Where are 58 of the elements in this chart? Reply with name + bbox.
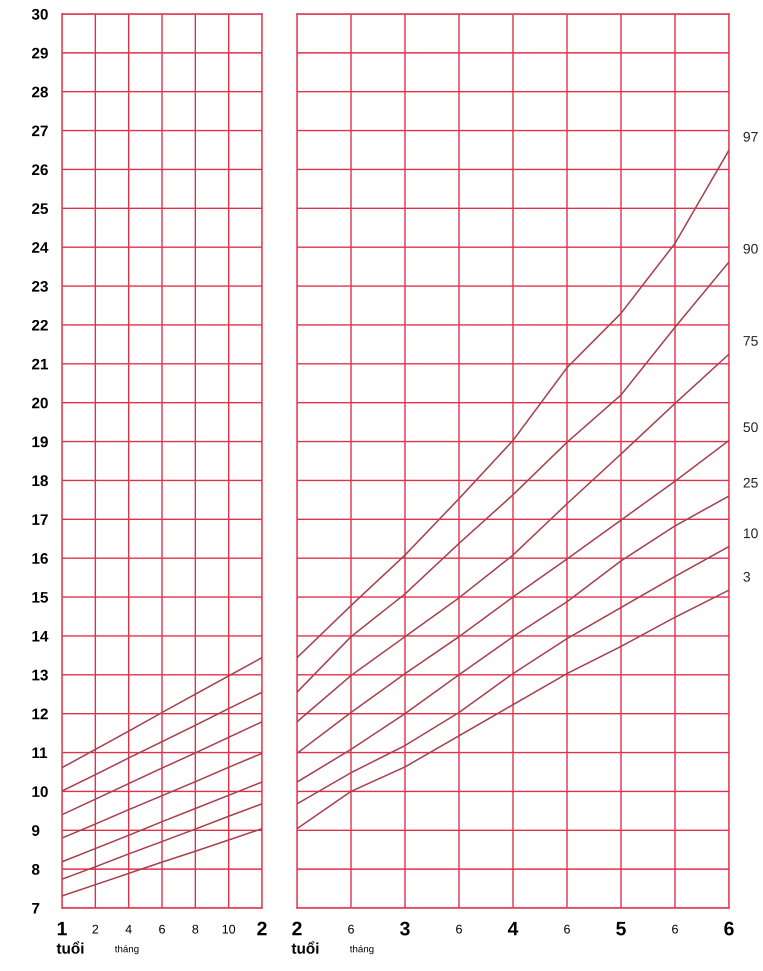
- x-tick-label: 3: [400, 922, 410, 936]
- x-tick-label: 1: [58, 922, 67, 936]
- series-label: 10: [744, 528, 758, 538]
- text: tháng: [350, 945, 374, 954]
- x-tick-label: 2: [257, 922, 267, 936]
- y-tick-label: 11: [32, 748, 48, 758]
- x-tick-label: 4: [125, 924, 132, 934]
- x-tick-label: 6: [564, 924, 570, 934]
- series-label: 97: [744, 132, 758, 142]
- y-tick-label: 26: [32, 164, 48, 176]
- y-tick-label: 14: [32, 630, 48, 642]
- x-tick-label: 6: [456, 924, 462, 934]
- line-series: [62, 752, 262, 839]
- y-tick-label: 20: [32, 398, 48, 408]
- y-tick-label: 29: [32, 48, 48, 59]
- y-tick-label: 13: [32, 670, 48, 680]
- x-tick-label: 2: [292, 922, 302, 936]
- line-series: [62, 803, 262, 880]
- line-series: [62, 721, 262, 816]
- y-tick-label: 10: [32, 786, 48, 798]
- y-tick-label: 21: [32, 358, 48, 370]
- series-label: 50: [743, 422, 758, 432]
- series-label: 75: [744, 336, 758, 346]
- y-tick-label: 23: [32, 280, 48, 292]
- series-label: 90: [744, 244, 758, 254]
- y-tick-label: 25: [32, 203, 48, 214]
- text: tuổi: [292, 941, 318, 954]
- text: tháng: [114, 945, 138, 954]
- y-tick-label: 8: [32, 864, 40, 875]
- y-tick-label: 9: [32, 825, 40, 836]
- y-tick-label: 12: [32, 708, 48, 720]
- series-label: 25: [744, 478, 758, 488]
- line-series: [62, 781, 262, 863]
- x-tick-label: 2: [92, 924, 98, 934]
- y-tick-label: 19: [32, 436, 48, 448]
- x-tick-label: 8: [192, 924, 198, 934]
- line-series: [62, 692, 262, 792]
- series-label: 3: [743, 572, 750, 582]
- y-tick-label: 27: [32, 125, 48, 136]
- line-series: [62, 656, 262, 768]
- line-series: [62, 828, 262, 897]
- x-tick-label: 6: [159, 924, 165, 934]
- x-tick-label: 10: [222, 924, 236, 934]
- y-tick-label: 17: [32, 514, 48, 525]
- text: tuổi: [56, 941, 84, 954]
- y-tick-label: 22: [32, 320, 48, 330]
- y-tick-label: 28: [32, 86, 48, 98]
- y-tick-label: 24: [32, 242, 48, 253]
- x-tick-label: 6: [348, 924, 354, 934]
- y-tick-label: 16: [32, 553, 48, 564]
- y-tick-label: 18: [32, 475, 48, 486]
- x-tick-label: 6: [724, 922, 734, 936]
- x-tick-label: 4: [508, 922, 518, 936]
- x-tick-label: 5: [616, 922, 626, 936]
- y-tick-label: 30: [32, 8, 48, 20]
- y-tick-label: 7: [32, 903, 40, 914]
- y-tick-label: 15: [32, 592, 48, 603]
- x-tick-label: 6: [672, 924, 678, 934]
